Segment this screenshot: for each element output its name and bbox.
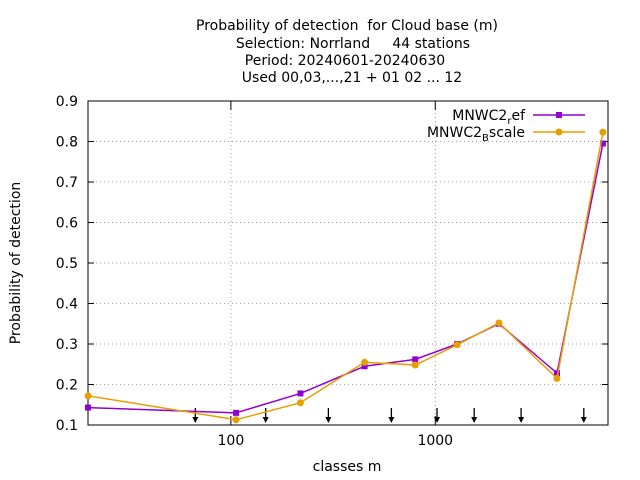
legend-marker [556, 112, 562, 118]
arrow-head [262, 417, 269, 423]
point [232, 416, 240, 424]
x-tick-label: 100 [218, 433, 245, 449]
y-axis-label: Probability of detection [8, 182, 24, 345]
chart-title: Probability of detection for Cloud base … [196, 18, 498, 34]
legend-marker [555, 128, 563, 136]
arrow-marker [434, 408, 441, 423]
point [411, 361, 419, 369]
point [495, 319, 503, 327]
y-tick-label: 0.7 [56, 175, 78, 191]
y-tick-label: 0.8 [56, 135, 78, 151]
arrow-marker [388, 408, 395, 423]
arrow-marker [262, 408, 269, 423]
arrow-head [471, 417, 478, 423]
y-tick-label: 0.4 [56, 297, 78, 313]
arrow-head [518, 417, 525, 423]
arrow-head [192, 417, 199, 423]
point [599, 140, 606, 147]
y-tick-label: 0.2 [56, 378, 78, 394]
point [297, 390, 304, 397]
y-tick-label: 0.9 [56, 94, 78, 110]
y-tick-label: 0.1 [56, 418, 78, 434]
y-tick-label: 0.3 [56, 337, 78, 353]
y-tick-label: 0.6 [56, 216, 78, 232]
y-tick-label: 0.5 [56, 256, 78, 272]
arrow-marker [580, 408, 587, 423]
chart-title: Period: 20240601-20240630 [245, 53, 445, 69]
plot-frame [87, 100, 609, 426]
point [412, 356, 419, 363]
legend-label: MNWC2ref [452, 108, 526, 127]
point [361, 363, 368, 370]
point [233, 409, 240, 416]
point [599, 128, 607, 136]
point [553, 374, 561, 382]
point [296, 399, 304, 407]
point [453, 341, 461, 349]
arrow-head [434, 417, 441, 423]
arrow-marker [518, 408, 525, 423]
arrow-head [325, 417, 332, 423]
chart-title: Used 00,03,...,21 + 01 02 ... 12 [242, 70, 462, 86]
x-tick-label: 1000 [417, 433, 453, 449]
chart-title: Selection: Norrland 44 stations [236, 36, 470, 52]
point [553, 370, 560, 377]
arrow-marker [192, 408, 199, 423]
point [361, 358, 369, 366]
point [85, 404, 91, 411]
arrow-marker [325, 408, 332, 423]
legend-label: MNWC2Bscale [427, 125, 525, 144]
point [84, 392, 92, 400]
x-axis-label: classes m [313, 459, 382, 475]
arrow-head [388, 417, 395, 423]
arrow-marker [471, 408, 478, 423]
arrow-head [580, 417, 587, 423]
